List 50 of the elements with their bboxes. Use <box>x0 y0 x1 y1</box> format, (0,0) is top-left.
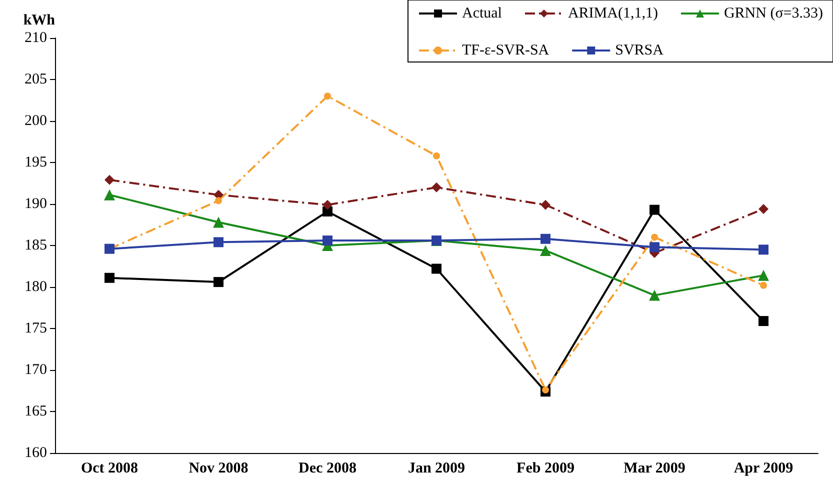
x-tick-label: Jan 2009 <box>408 460 466 476</box>
y-tick-label: 170 <box>24 362 47 378</box>
x-tick-label: Nov 2008 <box>188 460 248 476</box>
point <box>758 204 768 214</box>
legend-label: SVRSA <box>615 42 664 58</box>
point <box>540 244 551 256</box>
point <box>760 282 767 289</box>
y-tick-label: 185 <box>24 238 47 254</box>
point <box>540 234 550 244</box>
y-tick-label: 180 <box>24 279 47 295</box>
y-tick-label: 195 <box>24 154 47 170</box>
point <box>215 197 222 204</box>
point <box>322 236 332 246</box>
y-tick-label: 160 <box>24 445 47 461</box>
x-tick-label: Apr 2009 <box>734 460 794 476</box>
legend-label: TF-ε-SVR-SA <box>462 42 550 58</box>
x-tick-label: Feb 2009 <box>516 460 574 476</box>
point <box>214 237 224 248</box>
point <box>651 234 658 241</box>
point <box>650 242 660 252</box>
point <box>432 182 442 192</box>
point <box>650 204 660 215</box>
point <box>213 216 224 228</box>
y-tick-label: 210 <box>24 30 47 46</box>
point <box>214 277 224 288</box>
point <box>104 174 114 185</box>
x-tick-label: Dec 2008 <box>298 460 356 476</box>
legend-label: GRNN (σ=3.33) <box>724 6 824 22</box>
point <box>324 92 331 100</box>
y-tick-label: 190 <box>24 196 47 212</box>
point <box>540 200 550 210</box>
point <box>322 200 332 210</box>
point <box>542 386 549 394</box>
point <box>104 272 114 283</box>
point <box>758 316 768 326</box>
x-tick-label: Mar 2009 <box>624 460 686 476</box>
legend-label: Actual <box>462 6 502 22</box>
y-tick-label: 200 <box>24 113 47 129</box>
point <box>432 264 442 274</box>
y-axis-title: kWh <box>23 12 56 28</box>
x-tick-label: Oct 2008 <box>80 460 138 476</box>
y-tick-label: 165 <box>24 404 47 420</box>
point <box>433 152 440 160</box>
point <box>104 189 115 200</box>
point <box>649 290 660 301</box>
y-tick-label: 205 <box>24 72 47 88</box>
legend-label: ARIMA(1,1,1) <box>568 6 658 22</box>
point <box>758 270 769 281</box>
y-tick-label: 175 <box>24 320 47 336</box>
point <box>758 244 768 255</box>
